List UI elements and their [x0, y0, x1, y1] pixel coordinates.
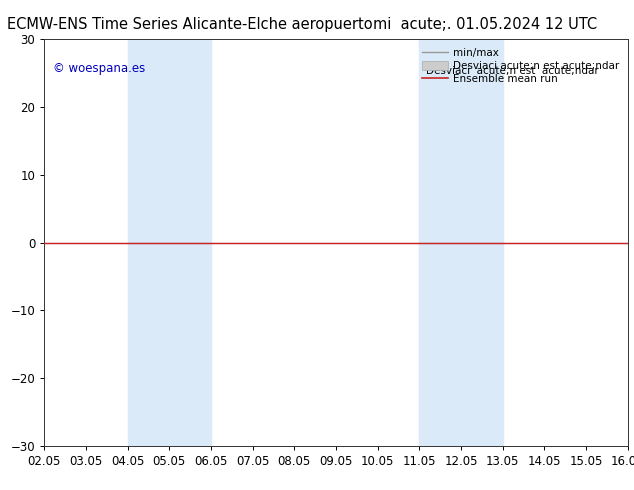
Text: © woespana.es: © woespana.es: [53, 62, 145, 74]
Bar: [419, 39, 503, 446]
Legend: min/max, Desviaci acute;n est acute;ndar, Ensemble mean run: min/max, Desviaci acute;n est acute;ndar…: [418, 45, 623, 88]
Bar: [127, 39, 211, 446]
Text: mi  acute;. 01.05.2024 12 UTC: mi acute;. 01.05.2024 12 UTC: [373, 17, 597, 32]
Text: Desviaci  acute;n est  acute;ndar: Desviaci acute;n est acute;ndar: [427, 66, 599, 75]
Text: ECMW-ENS Time Series Alicante-Elche aeropuerto: ECMW-ENS Time Series Alicante-Elche aero…: [8, 17, 373, 32]
